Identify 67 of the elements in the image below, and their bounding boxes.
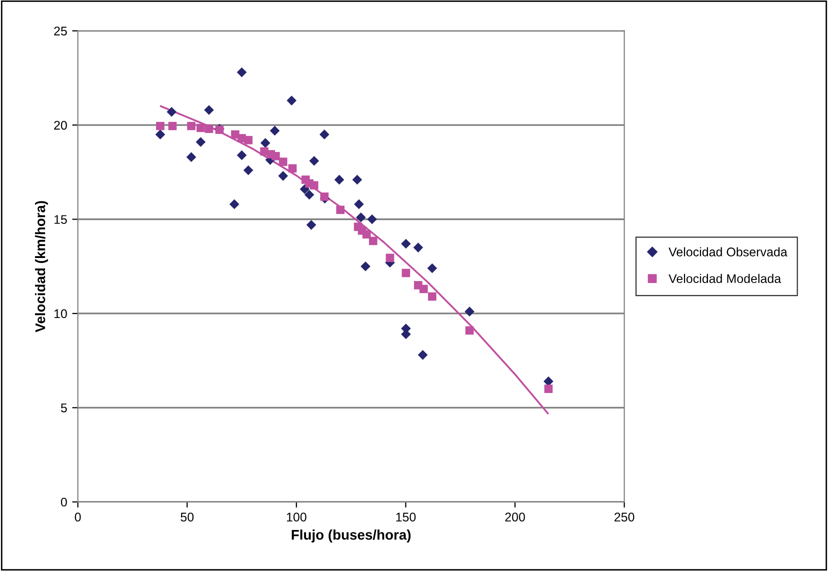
point — [300, 184, 310, 194]
point — [166, 106, 177, 117]
point — [310, 181, 318, 190]
y-axis-title: Velocidad (km/hora) — [35, 201, 48, 332]
point — [260, 138, 270, 148]
point — [413, 242, 424, 252]
point — [360, 261, 370, 272]
point — [229, 199, 240, 210]
point — [386, 254, 394, 262]
point — [288, 164, 297, 173]
y-tick-label: 25 — [54, 26, 67, 36]
point — [204, 105, 214, 115]
y-tick-label: 5 — [60, 404, 67, 412]
point — [304, 190, 314, 200]
point — [354, 199, 364, 210]
point — [464, 306, 474, 317]
point — [168, 122, 177, 130]
legend-label: Velocidad Modelada — [668, 274, 782, 284]
point — [243, 165, 254, 176]
y-tick-label: 10 — [54, 309, 67, 318]
point — [320, 192, 329, 201]
point — [319, 130, 330, 140]
x-tick-label: 250 — [614, 512, 634, 522]
x-tick-label: 200 — [505, 512, 525, 522]
x-tick-label: 150 — [396, 512, 416, 522]
point — [401, 238, 411, 249]
line-series — [160, 105, 549, 414]
point — [186, 152, 196, 162]
point — [187, 122, 196, 130]
point — [428, 292, 436, 301]
point — [334, 174, 344, 185]
point — [271, 152, 280, 160]
point — [306, 220, 316, 230]
point — [156, 122, 164, 130]
x-tick-label: 50 — [180, 512, 194, 522]
point — [236, 67, 247, 78]
point — [196, 137, 206, 147]
point — [465, 326, 474, 335]
y-tick-label: 20 — [54, 120, 67, 130]
point — [236, 150, 247, 160]
point — [270, 126, 280, 136]
point — [352, 174, 362, 185]
y-tick-label: 15 — [54, 215, 67, 224]
point — [155, 130, 166, 140]
point — [544, 376, 554, 386]
point — [367, 214, 377, 224]
point — [356, 212, 366, 222]
point — [336, 206, 345, 214]
legend-label: Velocidad Observada — [668, 247, 788, 256]
point — [309, 156, 320, 166]
point — [427, 263, 438, 274]
point — [362, 230, 371, 239]
point — [204, 124, 214, 133]
x-tick-label: 0 — [74, 512, 81, 522]
point — [402, 268, 410, 278]
point — [278, 171, 288, 181]
point — [244, 136, 252, 144]
point — [419, 284, 428, 294]
point — [286, 96, 297, 106]
point — [544, 384, 553, 394]
point — [278, 158, 288, 166]
y-tick-label: 0 — [60, 498, 67, 507]
x-tick-label: 100 — [286, 512, 306, 522]
x-axis-title: Flujo (buses/hora) — [292, 530, 411, 542]
point — [196, 124, 205, 132]
point — [418, 350, 428, 360]
point — [368, 236, 378, 246]
